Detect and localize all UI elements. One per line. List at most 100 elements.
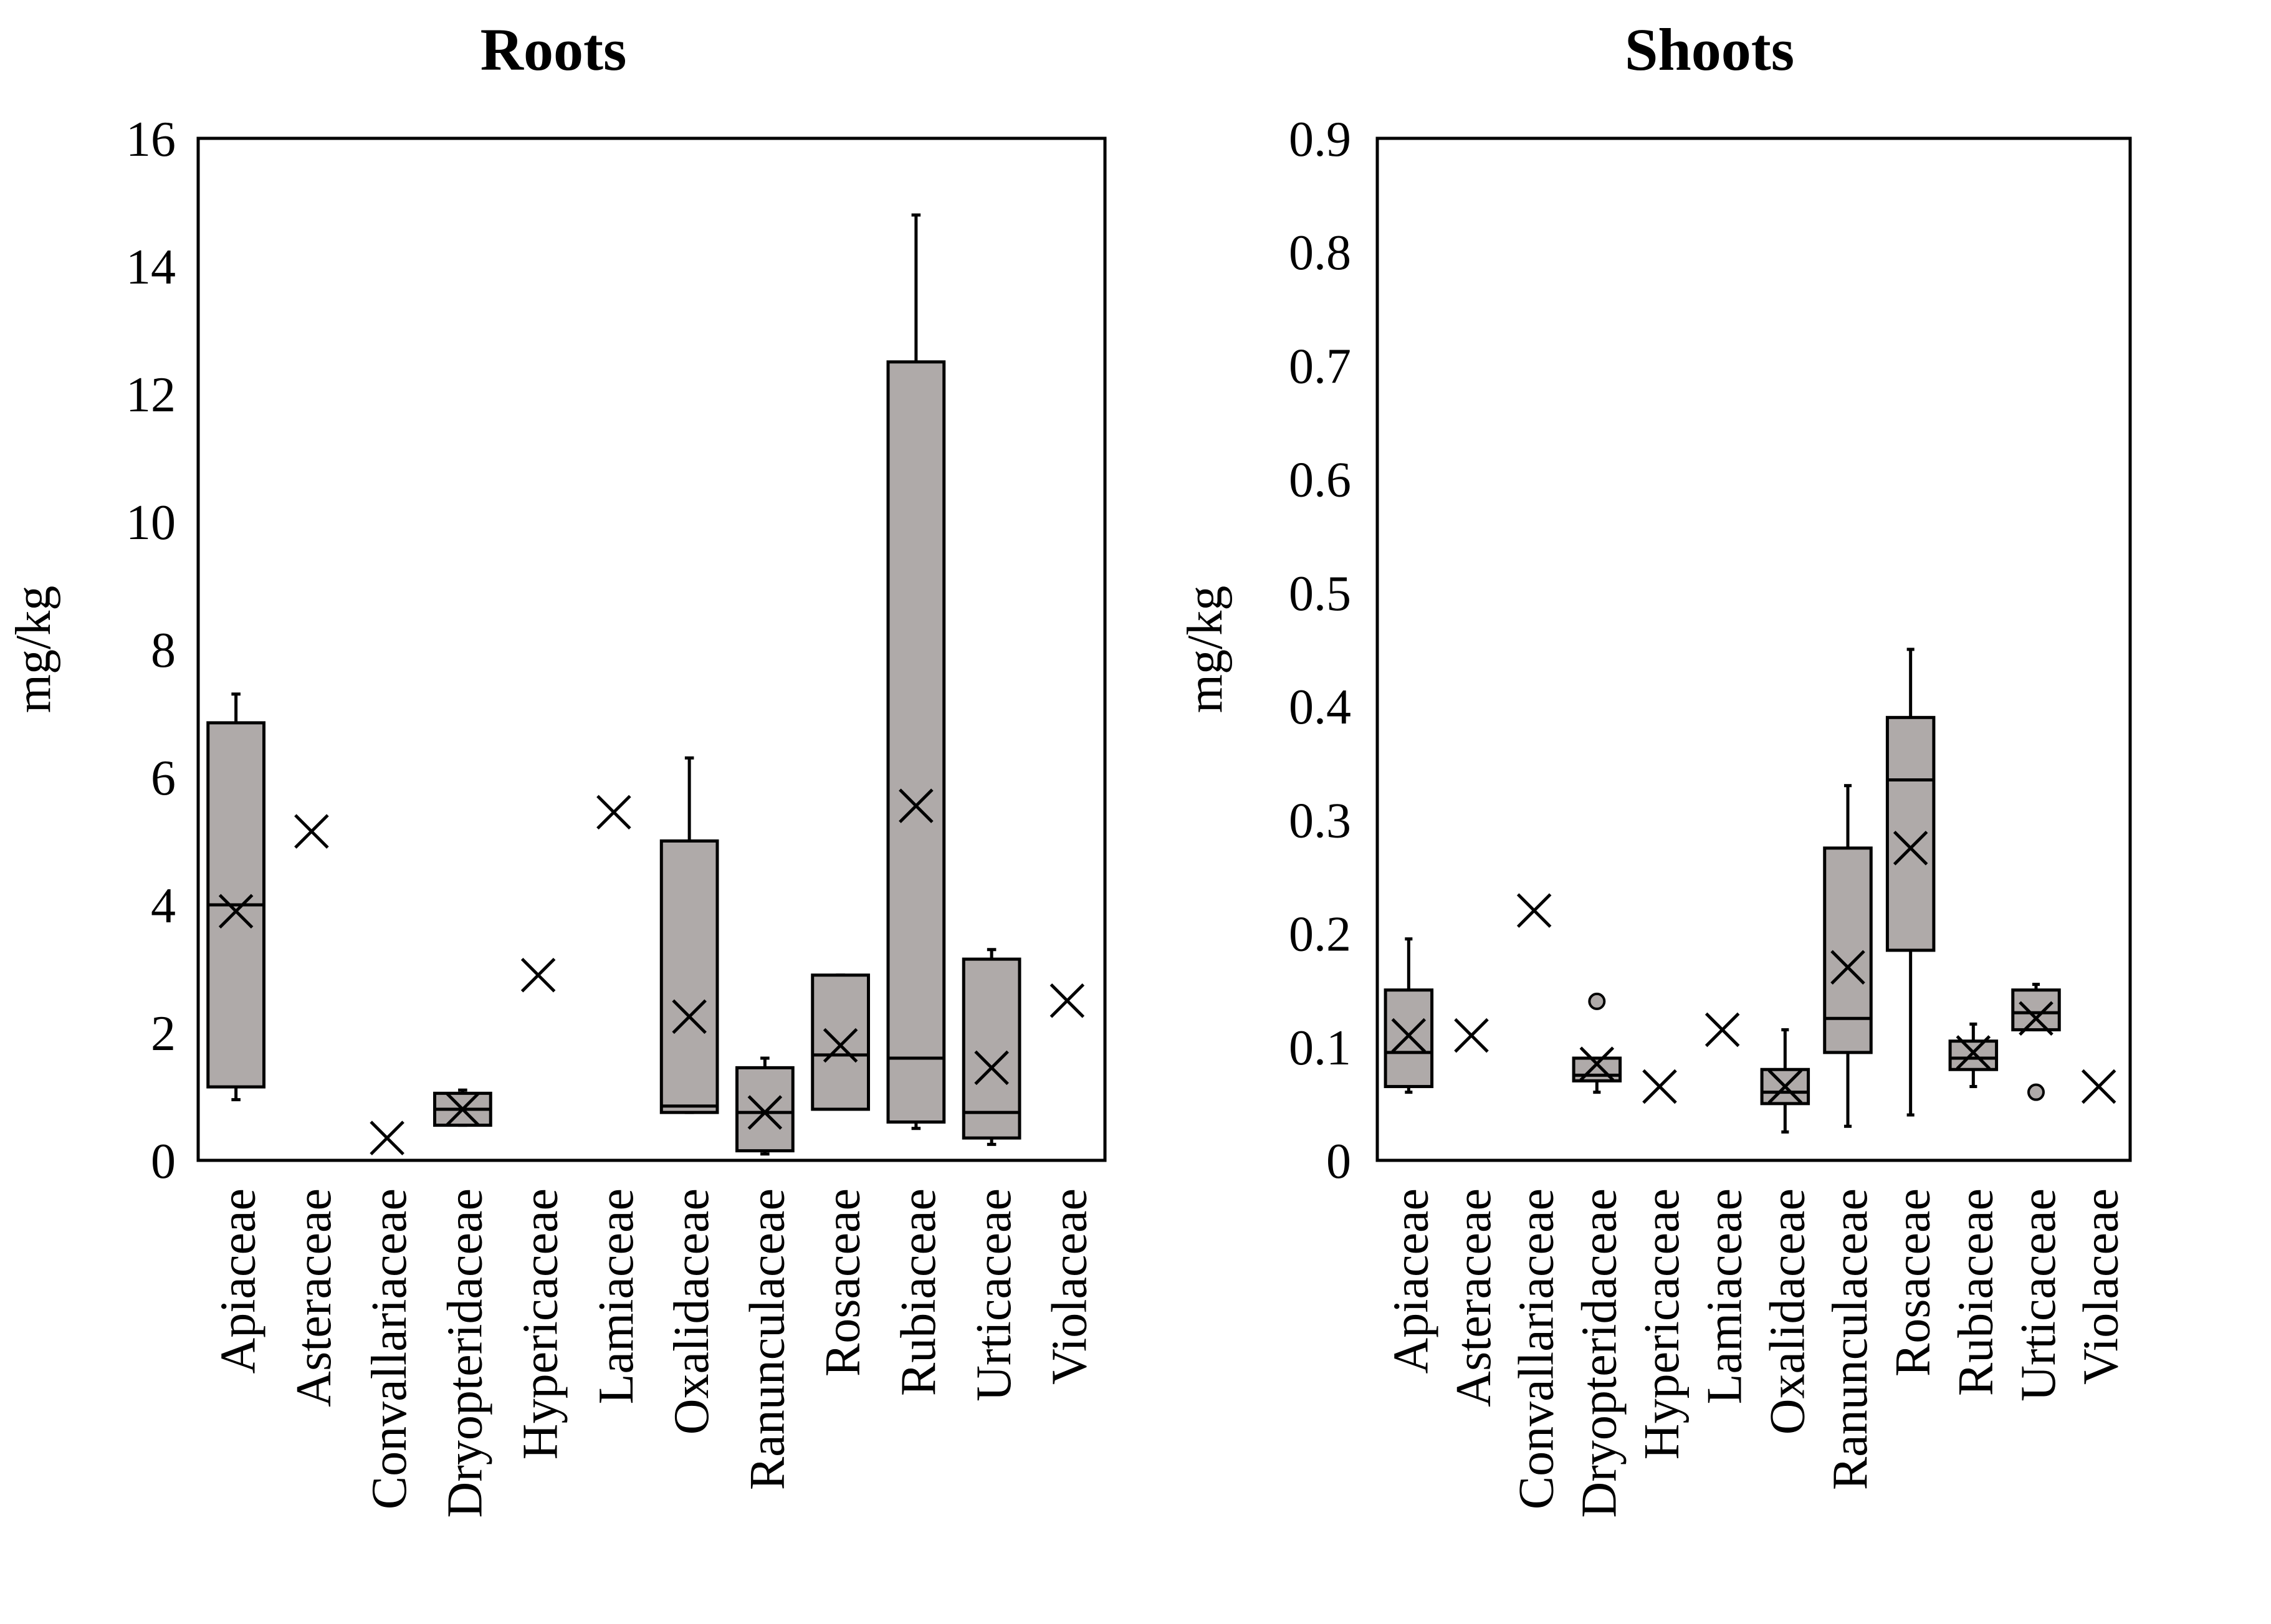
box-group bbox=[1049, 983, 1085, 1018]
mean-marker bbox=[218, 894, 254, 929]
x-category-label: Asteraceae bbox=[287, 1188, 342, 1407]
x-category-label: Lamiaceae bbox=[1698, 1188, 1752, 1404]
box-group bbox=[596, 795, 631, 830]
x-category-label: Violaceae bbox=[1042, 1188, 1097, 1385]
x-category-label: Convallariaceae bbox=[362, 1188, 417, 1509]
box-group bbox=[1948, 1022, 1999, 1089]
plot-frame bbox=[1375, 136, 2132, 1162]
x-category-label: Hypericaceae bbox=[514, 1188, 568, 1459]
x-category-label: Urticaceae bbox=[967, 1188, 1021, 1402]
box-group bbox=[1642, 1069, 1677, 1104]
mean-marker bbox=[1767, 1069, 1803, 1104]
x-category-label: Urticaceae bbox=[2011, 1188, 2066, 1402]
box-iqr bbox=[886, 360, 946, 1124]
chart-title: Shoots bbox=[1625, 16, 1794, 83]
mean-marker bbox=[1642, 1069, 1677, 1104]
x-category-label: Violaceae bbox=[2074, 1188, 2129, 1385]
box-group bbox=[1384, 937, 1434, 1094]
y-tick-label: 14 bbox=[126, 240, 176, 295]
y-tick-label: 2 bbox=[151, 1006, 176, 1061]
y-tick-label: 8 bbox=[151, 623, 176, 678]
x-category-label: Apiaceae bbox=[1384, 1188, 1438, 1374]
y-tick-label: 0.3 bbox=[1289, 793, 1351, 848]
mean-marker bbox=[294, 814, 329, 849]
box-group bbox=[433, 1088, 492, 1127]
x-category-label: Convallariaceae bbox=[1509, 1188, 1564, 1509]
y-tick-label: 0.5 bbox=[1289, 566, 1351, 621]
mean-marker bbox=[1454, 1018, 1489, 1053]
mean-marker bbox=[1516, 893, 1552, 928]
y-tick-label: 12 bbox=[126, 368, 176, 423]
mean-marker bbox=[370, 1120, 404, 1155]
box-group bbox=[735, 1056, 795, 1156]
box-group bbox=[206, 692, 265, 1102]
x-category-label: Oxalidaceae bbox=[664, 1188, 719, 1435]
x-category-label: Rosaceae bbox=[816, 1188, 871, 1377]
box-iqr bbox=[962, 957, 1021, 1140]
mean-marker bbox=[1704, 1012, 1740, 1048]
x-category-label: Rubiaceae bbox=[891, 1188, 946, 1396]
x-category-label: Dryopteridaceae bbox=[1572, 1188, 1627, 1518]
y-tick-label: 10 bbox=[126, 495, 176, 550]
y-tick-label: 4 bbox=[151, 879, 176, 934]
y-tick-label: 0.6 bbox=[1289, 453, 1351, 508]
shoots-panel: Shoots mg/kg 0 0.1 0.2 0.3 0.4 0.5 0.6 0.7 0.8 0.9 A… bbox=[1178, 16, 2132, 1518]
outlier-point bbox=[2027, 1083, 2045, 1101]
x-category-label: Lamiaceae bbox=[589, 1188, 644, 1404]
box-group bbox=[2081, 1069, 2116, 1104]
x-category-label: Hypericaceae bbox=[1635, 1188, 1690, 1459]
box-group bbox=[1572, 992, 1622, 1094]
box-group bbox=[962, 948, 1021, 1146]
box-group bbox=[2011, 983, 2061, 1101]
x-category-label: Dryopteridaceae bbox=[437, 1188, 492, 1518]
mean-marker bbox=[1579, 1046, 1615, 1081]
mean-marker bbox=[1956, 1035, 1991, 1070]
y-tick-label: 0 bbox=[151, 1134, 176, 1189]
y-tick-label: 16 bbox=[126, 112, 176, 167]
box-iqr bbox=[1823, 846, 1873, 1054]
y-tick-label: 0.2 bbox=[1289, 907, 1351, 962]
x-category-label: Ranunculaceae bbox=[740, 1188, 795, 1490]
x-category-label: Ranunculaceae bbox=[1823, 1188, 1878, 1490]
y-axis-label: mg/kg bbox=[1178, 586, 1233, 713]
y-axis-label: mg/kg bbox=[6, 586, 61, 713]
chart-title: Roots bbox=[480, 16, 627, 83]
box-iqr bbox=[811, 973, 870, 1111]
roots-panel: Roots mg/kg 0 2 4 6 8 10 12 14 16 Apiaceae Asteracea… bbox=[6, 16, 1107, 1518]
y-tick-label: 0.9 bbox=[1289, 112, 1351, 167]
box-group bbox=[1760, 1028, 1810, 1134]
y-tick-label: 6 bbox=[151, 751, 176, 806]
box-iqr bbox=[1384, 988, 1434, 1089]
box-group bbox=[1704, 1012, 1740, 1048]
box-group bbox=[1454, 1018, 1489, 1053]
box-group bbox=[659, 756, 719, 1114]
mean-marker bbox=[974, 1050, 1009, 1086]
mean-marker bbox=[1893, 831, 1928, 866]
box-group bbox=[520, 957, 556, 993]
y-tick-label: 0 bbox=[1326, 1134, 1351, 1189]
y-tick-label: 0.8 bbox=[1289, 226, 1351, 280]
x-category-label: Asteraceae bbox=[1446, 1188, 1501, 1407]
y-tick-label: 0.4 bbox=[1289, 680, 1351, 735]
box-iqr bbox=[1572, 1056, 1622, 1082]
mean-marker bbox=[823, 1028, 858, 1063]
mean-marker bbox=[672, 999, 707, 1034]
x-category-label: Rosaceae bbox=[1886, 1188, 1941, 1377]
mean-marker bbox=[596, 795, 631, 830]
x-category-label: Apiaceae bbox=[211, 1188, 266, 1374]
x-category-label: Oxalidaceae bbox=[1760, 1188, 1815, 1435]
mean-marker bbox=[2019, 1001, 2053, 1036]
box-iqr bbox=[1948, 1039, 1999, 1071]
mean-marker bbox=[1391, 1018, 1427, 1053]
mean-marker bbox=[747, 1095, 783, 1130]
box-group bbox=[811, 973, 870, 1111]
y-tick-label: 0.7 bbox=[1289, 339, 1351, 394]
box-group bbox=[1885, 647, 1936, 1117]
mean-marker bbox=[445, 1092, 480, 1127]
box-iqr bbox=[2011, 988, 2061, 1031]
box-iqr bbox=[659, 839, 719, 1114]
outlier-point bbox=[1588, 992, 1606, 1010]
box-group bbox=[1823, 784, 1873, 1128]
mean-marker bbox=[1830, 950, 1865, 985]
